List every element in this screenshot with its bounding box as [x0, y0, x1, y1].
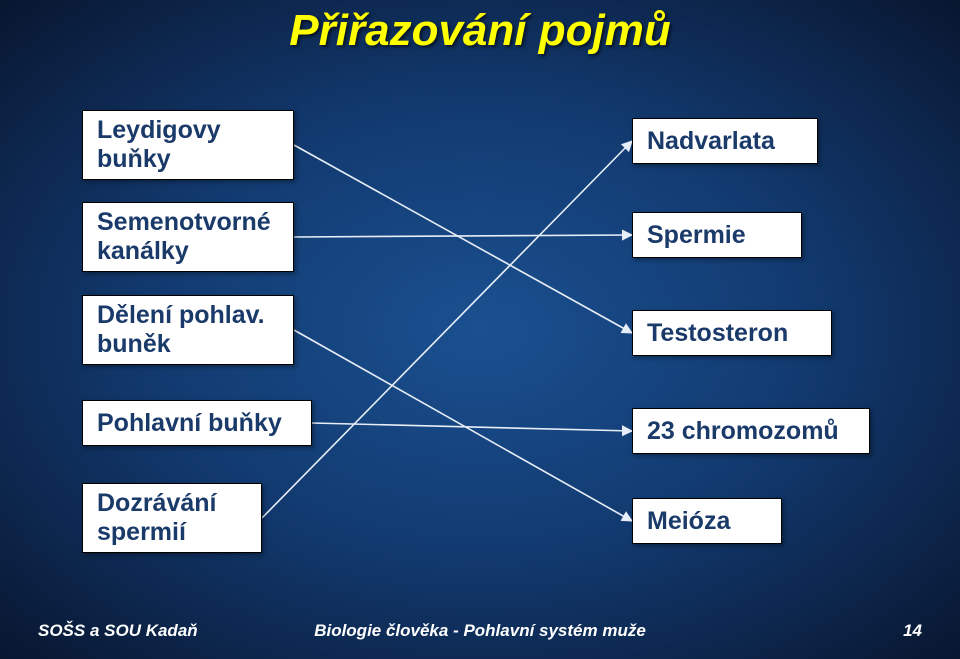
- left-term-label: Pohlavní buňky: [97, 409, 282, 438]
- connection-line: [312, 423, 632, 431]
- left-term-box: Semenotvorné kanálky: [82, 202, 294, 272]
- connection-line: [262, 141, 632, 518]
- left-term-label: Semenotvorné kanálky: [97, 208, 271, 266]
- left-term-box: Dělení pohlav. buněk: [82, 295, 294, 365]
- connection-line: [294, 330, 632, 521]
- footer-center: Biologie člověka - Pohlavní systém muže: [0, 621, 960, 641]
- right-term-label: 23 chromozomů: [647, 417, 839, 446]
- left-term-box: Pohlavní buňky: [82, 400, 312, 446]
- connection-line: [294, 235, 632, 237]
- connection-line: [294, 145, 632, 333]
- right-term-box: 23 chromozomů: [632, 408, 870, 454]
- right-term-box: Spermie: [632, 212, 802, 258]
- footer-right: 14: [903, 621, 922, 641]
- right-term-label: Nadvarlata: [647, 127, 775, 156]
- right-term-box: Meióza: [632, 498, 782, 544]
- left-term-label: Dozrávání spermií: [97, 489, 216, 547]
- right-term-label: Spermie: [647, 221, 746, 250]
- slide-title: Přiřazování pojmů: [0, 6, 960, 56]
- slide-content: Přiřazování pojmů Leydigovy buňky Semenot…: [0, 0, 960, 659]
- left-term-box: Leydigovy buňky: [82, 110, 294, 180]
- left-term-box: Dozrávání spermií: [82, 483, 262, 553]
- left-term-label: Dělení pohlav. buněk: [97, 301, 265, 359]
- left-term-label: Leydigovy buňky: [97, 116, 221, 174]
- right-term-box: Testosteron: [632, 310, 832, 356]
- right-term-label: Meióza: [647, 507, 730, 536]
- right-term-label: Testosteron: [647, 319, 788, 348]
- right-term-box: Nadvarlata: [632, 118, 818, 164]
